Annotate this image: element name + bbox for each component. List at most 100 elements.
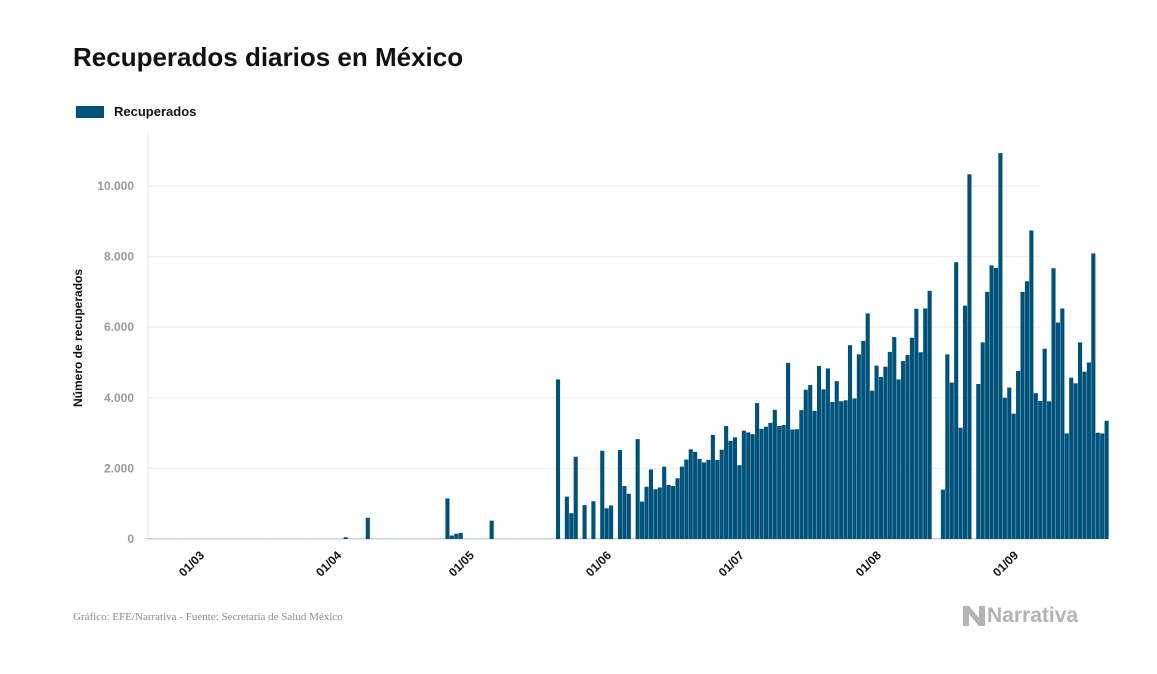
bar: [684, 459, 689, 539]
bar: [878, 376, 884, 539]
bar: [290, 538, 295, 539]
bar: [480, 538, 485, 539]
bar: [653, 489, 658, 539]
bar: [573, 456, 578, 539]
bar: [529, 538, 534, 539]
bar: [985, 291, 990, 539]
brand-name: Narrativa: [987, 604, 1079, 627]
bar: [547, 538, 552, 539]
bar: [909, 337, 915, 539]
bar: [454, 533, 459, 539]
bar: [816, 366, 822, 539]
bar: [542, 538, 547, 539]
bar: [259, 538, 264, 539]
bar: [1024, 281, 1030, 539]
bar: [330, 538, 335, 539]
bar: [396, 538, 401, 539]
bar: [724, 426, 729, 539]
bar: [998, 153, 1003, 539]
bar: [560, 538, 565, 539]
bar: [812, 410, 817, 539]
bar: [511, 538, 516, 539]
bar: [365, 517, 370, 539]
y-tick-label: 6.000: [104, 320, 134, 334]
bar: [962, 305, 968, 539]
bar: [1055, 322, 1060, 539]
bar: [197, 538, 202, 539]
bar: [1082, 371, 1087, 539]
bar: [1047, 401, 1052, 539]
bar: [334, 538, 339, 539]
bar: [918, 352, 923, 539]
bar: [958, 427, 963, 539]
bar: [1038, 400, 1043, 539]
bar: [1042, 348, 1047, 539]
bar: [604, 508, 609, 539]
bar: [794, 429, 799, 539]
bar: [206, 538, 211, 539]
bar: [1064, 433, 1069, 539]
y-tick-label: 8.000: [104, 250, 134, 264]
x-tick-labels: 01/03 01/04 01/05 01/06 01/07 01/08 01/09: [176, 548, 1021, 579]
bar: [901, 361, 906, 539]
bar: [954, 262, 959, 539]
legend-swatch: [76, 105, 104, 118]
bar: [1029, 230, 1034, 539]
bar: [843, 400, 848, 539]
bar: [1095, 432, 1100, 539]
bar: [755, 403, 760, 539]
y-tick-label: 4.000: [104, 391, 134, 405]
bar: [449, 535, 454, 539]
bar: [874, 365, 879, 539]
bar: [1051, 268, 1056, 539]
bar: [905, 355, 910, 539]
bar: [799, 410, 804, 539]
bar: [640, 501, 645, 539]
bar: [852, 398, 857, 539]
bar: [715, 459, 720, 539]
bar: [688, 449, 693, 539]
bar: [940, 489, 945, 539]
y-tick-label: 2.000: [104, 461, 134, 475]
bar: [463, 538, 468, 539]
bar: [834, 381, 839, 539]
bar: [153, 538, 158, 539]
bar: [272, 538, 277, 539]
bar: [184, 538, 189, 539]
bar: [414, 538, 419, 539]
source-note: Gráfico: EFE/Narrativa - Fuente: Secreta…: [73, 611, 343, 623]
bar: [516, 538, 521, 539]
bar: [148, 538, 154, 539]
bar: [790, 429, 795, 539]
bar: [188, 538, 193, 539]
x-tick-label: 01/04: [313, 548, 344, 579]
bar: [657, 487, 662, 539]
bar: [591, 501, 596, 539]
bar: [303, 538, 308, 539]
bar: [263, 538, 269, 539]
bar: [356, 538, 362, 539]
bar: [1060, 308, 1065, 539]
bar: [458, 533, 463, 539]
bar: [701, 462, 707, 539]
bar: [348, 538, 353, 539]
bar: [246, 538, 251, 539]
bar: [1073, 383, 1078, 539]
bar: [485, 538, 490, 539]
bar: [387, 538, 392, 539]
bar: [786, 362, 791, 539]
bar: [299, 538, 304, 539]
bar: [1069, 377, 1074, 539]
bar: [255, 538, 260, 539]
bar: [321, 538, 326, 539]
bar: [719, 449, 724, 539]
bar: [808, 385, 813, 539]
bar: [374, 538, 379, 539]
bar: [551, 538, 556, 539]
bar: [507, 538, 512, 539]
bar: [693, 451, 698, 539]
x-tick-label: 01/06: [583, 548, 614, 579]
bar: [179, 538, 185, 539]
bar: [405, 538, 410, 539]
bar: [728, 440, 733, 539]
